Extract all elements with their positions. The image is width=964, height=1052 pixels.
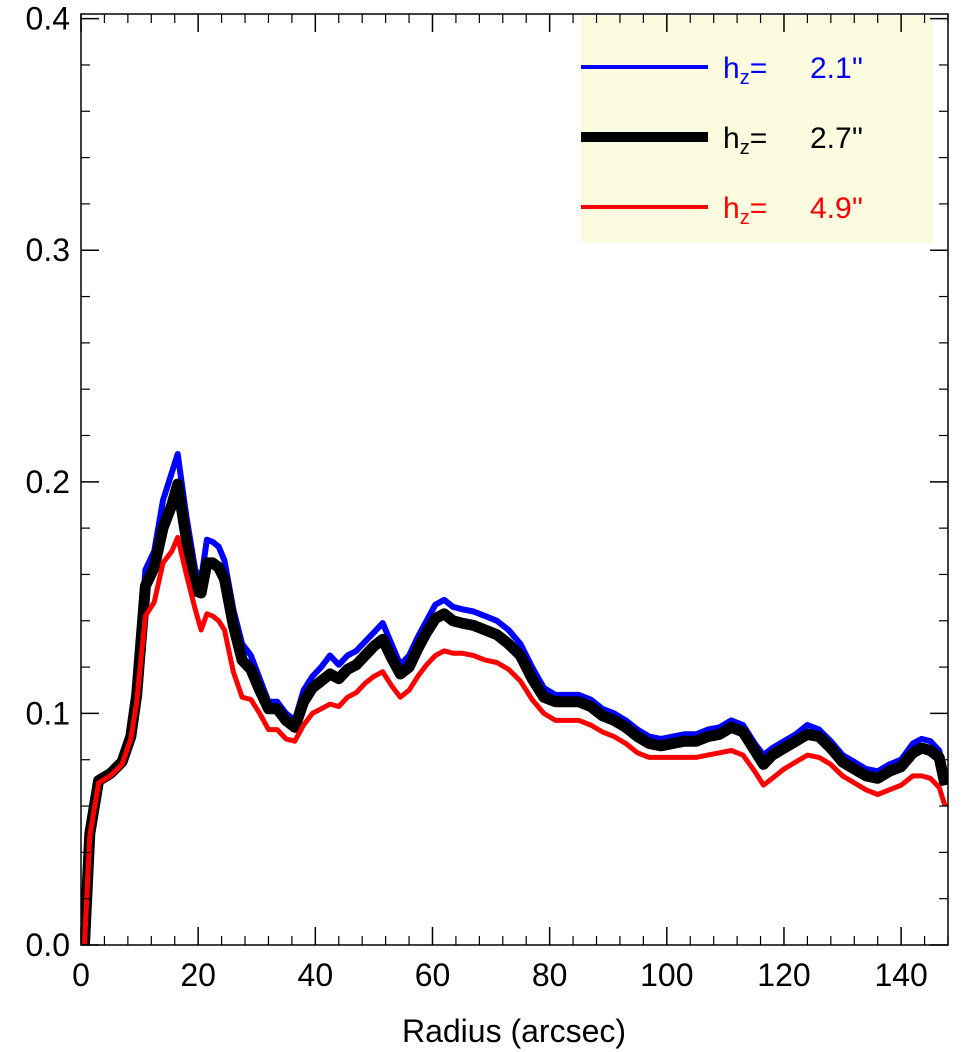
x-tick-label: 80 [532, 957, 568, 993]
x-tick-label: 40 [298, 957, 334, 993]
legend-value: 2.7'' [810, 122, 863, 155]
y-tick-label: 0.3 [26, 232, 70, 268]
legend-value: 4.9'' [810, 192, 863, 225]
series-line-1 [81, 451, 948, 945]
x-tick-label: 140 [874, 957, 927, 993]
x-axis-title: Radius (arcsec) [402, 1013, 626, 1049]
series-layer [81, 451, 948, 945]
x-tick-label: 20 [180, 957, 216, 993]
y-tick-label: 0.1 [26, 695, 70, 731]
legend-label: hz= [723, 192, 767, 229]
x-tick-label: 100 [640, 957, 693, 993]
legend: hz= 2.1'' hz= 2.7'' hz= 4.9'' [581, 16, 933, 243]
axes: 0 20 40 60 80 100 120 140 0.0 0.1 0.2 0.3 0.4 [26, 1, 949, 993]
legend-label: hz= [723, 122, 767, 159]
y-tick-label: 0.2 [26, 464, 70, 500]
series-line-3 [81, 534, 948, 945]
series-line-2 [81, 478, 948, 945]
x-tick-label: 0 [72, 957, 90, 993]
x-tick-label: 120 [757, 957, 810, 993]
y-tick-label: 0.4 [26, 1, 70, 37]
legend-value: 2.1'' [810, 52, 863, 85]
legend-label: hz= [723, 52, 767, 89]
x-tick-label: 60 [415, 957, 451, 993]
y-tick-label: 0.0 [26, 927, 70, 963]
plot-frame [80, 13, 949, 946]
